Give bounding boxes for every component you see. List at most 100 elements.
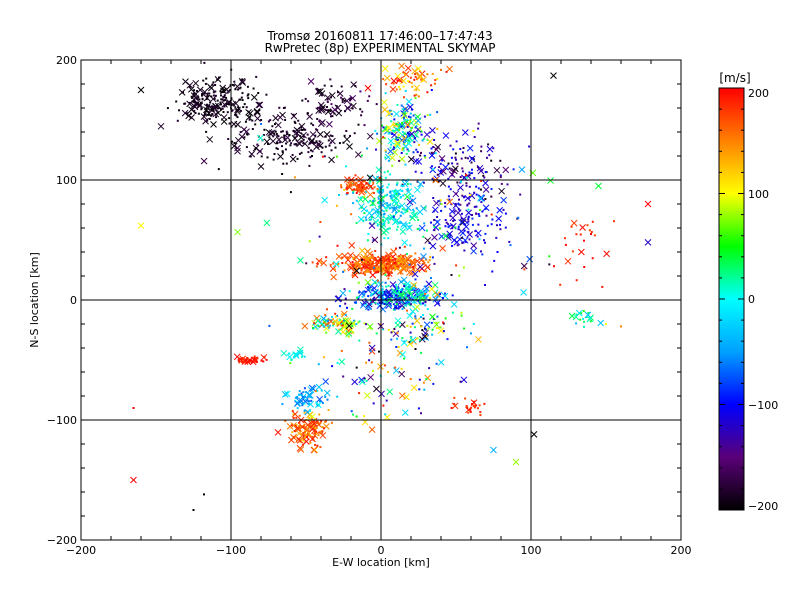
scatter-x-marker xyxy=(338,358,346,366)
scatter-point xyxy=(203,61,206,64)
scatter-point xyxy=(256,143,259,146)
scatter-point xyxy=(295,416,298,419)
scatter-x-marker xyxy=(409,336,417,344)
scatter-point xyxy=(482,174,485,177)
scatter-point xyxy=(281,173,284,175)
scatter-point xyxy=(403,112,406,115)
scatter-x-marker xyxy=(468,155,476,163)
scatter-point xyxy=(229,89,232,92)
scatter-point xyxy=(461,170,464,173)
scatter-x-marker xyxy=(391,148,399,156)
scatter-x-marker xyxy=(385,110,393,118)
scatter-point xyxy=(327,320,330,322)
scatter-point xyxy=(455,158,457,161)
scatter-point xyxy=(523,268,526,271)
scatter-point xyxy=(352,190,355,193)
scatter-point xyxy=(423,115,426,118)
scatter-point xyxy=(310,149,312,152)
scatter-point xyxy=(448,224,451,227)
scatter-point xyxy=(322,324,325,327)
scatter-point xyxy=(311,155,313,157)
scatter-point xyxy=(400,291,402,293)
scatter-x-marker xyxy=(286,353,294,361)
scatter-point xyxy=(367,308,370,311)
scatter-point xyxy=(332,324,335,327)
scatter-point xyxy=(397,136,400,139)
scatter-point xyxy=(378,191,381,193)
scatter-point xyxy=(423,154,426,157)
scatter-point xyxy=(591,220,594,223)
scatter-point xyxy=(502,208,505,211)
scatter-point xyxy=(208,92,211,95)
scatter-point xyxy=(343,99,346,102)
scatter-point xyxy=(303,387,306,390)
scatter-point xyxy=(473,400,475,403)
scatter-point xyxy=(317,403,320,406)
scatter-point xyxy=(268,324,271,327)
scatter-point xyxy=(570,225,573,228)
scatter-point xyxy=(406,188,409,191)
scatter-x-marker xyxy=(256,147,264,155)
scatter-x-marker xyxy=(579,224,586,231)
scatter-point xyxy=(395,247,397,250)
scatter-x-marker xyxy=(398,302,406,310)
scatter-point xyxy=(329,134,332,137)
scatter-point xyxy=(234,88,237,91)
scatter-point xyxy=(517,216,520,219)
scatter-x-marker xyxy=(343,136,351,143)
scatter-point xyxy=(375,271,377,274)
scatter-point xyxy=(376,271,379,274)
scatter-point xyxy=(456,181,459,184)
scatter-point xyxy=(212,109,214,112)
scatter-point xyxy=(417,95,420,98)
scatter-x-marker xyxy=(404,64,412,72)
scatter-point xyxy=(221,107,224,110)
scatter-point xyxy=(457,228,460,231)
scatter-x-marker xyxy=(378,223,386,231)
scatter-point xyxy=(471,217,474,220)
scatter-point xyxy=(473,406,476,409)
scatter-x-marker xyxy=(234,147,241,155)
scatter-point xyxy=(575,279,578,282)
scatter-point xyxy=(368,184,370,187)
scatter-point xyxy=(363,180,365,183)
scatter-point xyxy=(210,108,213,110)
scatter-point xyxy=(218,107,220,110)
scatter-point xyxy=(383,290,386,293)
scatter-point xyxy=(420,351,423,354)
scatter-point xyxy=(391,199,394,202)
scatter-x-marker xyxy=(440,168,447,175)
scatter-point xyxy=(241,99,244,102)
scatter-point xyxy=(372,192,375,194)
scatter-x-marker xyxy=(309,413,316,420)
scatter-point xyxy=(415,124,418,127)
scatter-point xyxy=(385,254,388,257)
scatter-x-marker xyxy=(295,436,303,443)
scatter-x-marker xyxy=(305,392,313,400)
scatter-x-marker xyxy=(320,259,328,267)
scatter-point xyxy=(414,75,417,78)
scatter-point xyxy=(382,328,385,331)
scatter-point xyxy=(308,240,311,243)
scatter-x-marker xyxy=(431,206,439,214)
scatter-point xyxy=(317,363,320,366)
scatter-x-marker xyxy=(428,285,436,293)
scatter-point xyxy=(460,217,463,220)
scatter-point xyxy=(316,403,318,406)
scatter-x-marker xyxy=(345,330,353,337)
scatter-point xyxy=(369,350,372,353)
scatter-point xyxy=(351,331,354,334)
scatter-x-marker xyxy=(297,446,305,453)
scatter-point xyxy=(495,236,498,239)
scatter-point xyxy=(370,361,373,364)
scatter-point xyxy=(425,270,427,273)
scatter-point xyxy=(406,210,409,213)
scatter-point xyxy=(314,427,317,430)
scatter-point xyxy=(409,195,412,198)
scatter-point xyxy=(325,256,328,259)
scatter-point xyxy=(490,195,493,198)
scatter-point xyxy=(292,417,295,419)
scatter-point xyxy=(295,133,298,135)
scatter-point xyxy=(430,221,432,224)
scatter-point xyxy=(219,101,222,104)
